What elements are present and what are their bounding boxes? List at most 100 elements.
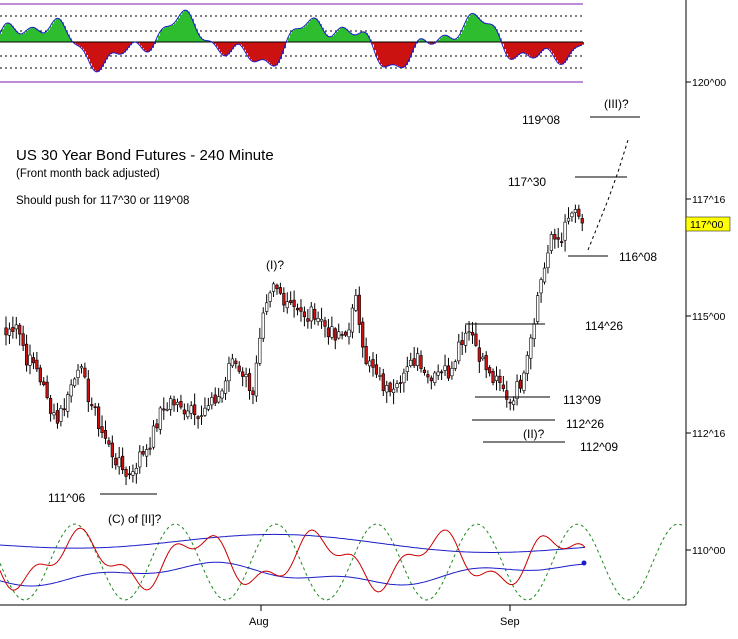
- candle-body: [518, 379, 523, 389]
- candle-body: [52, 412, 56, 416]
- level-lines: [100, 116, 640, 495]
- histogram-bar: [260, 42, 262, 60]
- candle-body: [467, 331, 471, 334]
- histogram-bar: [564, 42, 566, 63]
- histogram-bar: [304, 26, 306, 42]
- histogram-bar: [178, 17, 180, 42]
- candle-body: [210, 397, 214, 406]
- histogram-bar: [198, 33, 200, 42]
- candle-body: [443, 365, 447, 371]
- histogram-bar: [492, 24, 494, 42]
- histogram-bar: [388, 42, 390, 66]
- histogram-bar: [574, 42, 576, 49]
- histogram-bar: [530, 42, 532, 57]
- histogram-bar: [310, 19, 312, 42]
- candle-body: [182, 409, 186, 415]
- candle-body: [354, 295, 358, 311]
- candle-body: [45, 381, 49, 398]
- histogram-bar: [268, 42, 270, 63]
- histogram-bar: [326, 34, 328, 42]
- histogram-bar: [86, 42, 88, 56]
- candle-body: [234, 360, 238, 365]
- oscillator-dot: [581, 560, 587, 566]
- candle-body: [189, 405, 193, 414]
- histogram-bar: [484, 22, 486, 42]
- histogram-bar: [404, 42, 406, 68]
- histogram-bar: [550, 42, 552, 51]
- histogram-bar: [98, 42, 100, 72]
- histogram-bar: [192, 18, 194, 42]
- candle-body: [103, 429, 108, 439]
- candle-body: [114, 457, 118, 466]
- candle-body: [213, 394, 217, 404]
- histogram-bar: [478, 17, 480, 42]
- chart-subtitle: (Front month back adjusted): [16, 168, 160, 180]
- candle-body: [326, 327, 331, 338]
- histogram-bar: [552, 42, 554, 54]
- histogram-bar: [162, 29, 164, 42]
- candle-body: [66, 394, 70, 412]
- candle-body: [367, 360, 372, 367]
- histogram-bar: [176, 20, 178, 42]
- histogram-bar: [524, 42, 526, 54]
- candle-body: [258, 337, 262, 364]
- candle-body: [18, 324, 22, 335]
- candle-body: [131, 471, 135, 476]
- candle-body: [289, 300, 293, 304]
- histogram-bar: [522, 42, 524, 53]
- histogram-bar: [464, 25, 466, 42]
- histogram-bar: [158, 35, 160, 42]
- candle-body: [330, 326, 334, 338]
- candle-body: [148, 447, 152, 450]
- histogram-bar: [236, 42, 238, 45]
- candle-body: [532, 323, 536, 340]
- wave-label-c: (C) of [II]?: [108, 512, 162, 526]
- histogram-bar: [60, 19, 62, 42]
- histogram-bar: [430, 42, 432, 45]
- histogram-bar: [32, 27, 34, 42]
- histogram-bar: [238, 42, 240, 45]
- candle-body: [271, 283, 276, 292]
- histogram-bar: [528, 42, 530, 56]
- histogram-bar: [200, 36, 202, 42]
- histogram-bar: [124, 42, 126, 53]
- candle-body: [4, 327, 8, 336]
- candle-body: [38, 367, 42, 383]
- histogram-bar: [266, 42, 268, 61]
- histogram-bar: [408, 42, 410, 62]
- histogram-bar: [78, 42, 80, 46]
- candle-body: [179, 401, 183, 408]
- candle-body: [460, 340, 464, 345]
- candle-body: [405, 366, 409, 373]
- candle-body: [55, 410, 60, 424]
- histogram-bar: [6, 23, 8, 42]
- candle-body: [265, 302, 269, 312]
- histogram-bar: [128, 42, 130, 48]
- histogram-bar: [246, 42, 248, 54]
- histogram-bar: [466, 20, 468, 42]
- histogram-bar: [386, 42, 388, 67]
- histogram-bar: [110, 42, 112, 55]
- histogram-bar: [394, 42, 396, 65]
- histogram-bar: [316, 18, 318, 42]
- candle-body: [11, 327, 15, 332]
- candle-body: [241, 371, 245, 377]
- candle-body: [374, 364, 379, 375]
- candle-body: [158, 407, 162, 430]
- histogram-bar: [168, 26, 170, 42]
- histogram-bar: [578, 42, 580, 47]
- candle-body: [141, 451, 145, 455]
- histogram-bar: [294, 29, 296, 42]
- candle-body: [525, 355, 529, 374]
- candle-body: [48, 397, 53, 414]
- candle-body: [299, 307, 303, 312]
- histogram-bar: [576, 42, 578, 48]
- histogram-bar: [506, 42, 508, 54]
- histogram-bar: [558, 42, 560, 63]
- histogram-bar: [322, 27, 324, 42]
- candle-body: [121, 455, 125, 471]
- projection-dotted-line: [587, 139, 629, 251]
- candle-body: [474, 333, 478, 346]
- histogram-bar: [42, 32, 44, 42]
- candle-body: [415, 353, 420, 366]
